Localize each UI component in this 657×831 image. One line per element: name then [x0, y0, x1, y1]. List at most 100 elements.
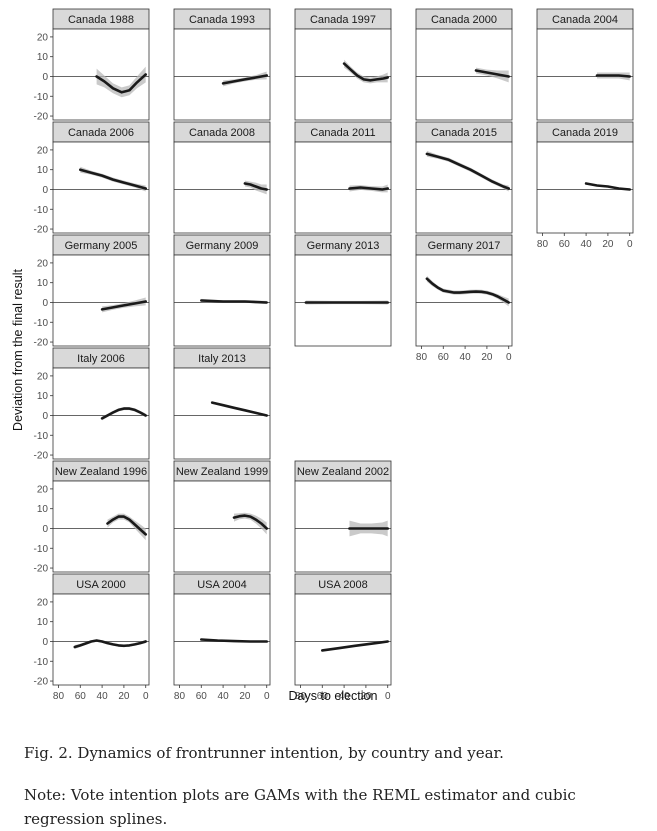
facet-label: Canada 2011 — [310, 127, 375, 139]
panel-canada-2004: Canada 2004 — [536, 8, 634, 121]
panel-frame — [294, 254, 392, 347]
facet-label: Canada 2006 — [68, 127, 134, 139]
gam-fit-line — [425, 277, 511, 304]
panel-canada-1988: Canada 1988 -20 -10 0 10 20 — [34, 8, 150, 123]
panel-frame — [173, 28, 271, 121]
gam-fit-line — [243, 182, 269, 191]
confidence-ribbon — [96, 66, 146, 98]
gam-fit-line — [474, 69, 511, 78]
x-tick-label: 40 — [460, 352, 472, 363]
x-tick-label: 0 — [264, 691, 270, 702]
x-tick-label: 0 — [627, 239, 633, 250]
panel-plot-area — [174, 180, 270, 195]
x-axis-title: Days to election — [289, 689, 378, 703]
facet-label: Germany 2009 — [186, 240, 259, 252]
panel-plot-area — [295, 59, 391, 84]
panel-frame — [52, 141, 150, 234]
x-tick-label: 40 — [218, 691, 230, 702]
x-tick-label: 20 — [360, 691, 372, 702]
y-tick-label: 10 — [37, 52, 49, 63]
gam-fit-line — [320, 640, 390, 652]
facet-label: Canada 1997 — [310, 14, 376, 26]
panel-plot-area — [295, 520, 391, 537]
panel-plot-area — [416, 275, 512, 307]
facet-label: Canada 1993 — [189, 14, 255, 26]
x-tick-label: 60 — [196, 691, 208, 702]
panel-plot-area — [295, 300, 391, 305]
panel-canada-2006: Canada 2006 -20 -10 0 10 20 — [34, 121, 150, 236]
panel-canada-2008: Canada 2008 — [173, 121, 271, 234]
chart-canvas: Canada 1988 -20 -10 0 10 20 Canada 1993 Canada … — [11, 8, 634, 703]
facet-label: New Zealand 2002 — [297, 466, 389, 478]
gam-fit-line — [342, 62, 390, 82]
x-tick-label: 80 — [174, 691, 186, 702]
facet-label: USA 2004 — [197, 579, 247, 591]
panel-germany-2013: Germany 2013 — [294, 234, 392, 347]
panel-frame — [294, 593, 392, 686]
panel-plot-area — [295, 184, 391, 193]
figure-caption: Fig. 2. Dynamics of frontrunner intentio… — [24, 744, 504, 762]
panel-frame — [52, 593, 150, 686]
panel-canada-2011: Canada 2011 — [294, 121, 392, 234]
y-tick-label: 10 — [37, 278, 49, 289]
panel-plot-area — [537, 182, 633, 191]
panel-plot-area — [174, 298, 270, 305]
panel-plot-area — [53, 639, 149, 649]
y-tick-label: 20 — [37, 484, 49, 495]
y-tick-label: -10 — [34, 318, 49, 329]
facet-label: USA 2000 — [76, 579, 126, 591]
gam-fit-line — [79, 168, 147, 190]
panel-canada-1993: Canada 1993 — [173, 8, 271, 121]
confidence-ribbon — [426, 150, 509, 192]
y-tick-label: 0 — [42, 298, 48, 309]
y-tick-label: 10 — [37, 391, 49, 402]
x-tick-label: 80 — [53, 691, 65, 702]
y-tick-label: -20 — [34, 451, 49, 462]
facet-label: Canada 2015 — [431, 127, 497, 139]
y-tick-label: -10 — [34, 657, 49, 668]
panel-new-zealand-1996: New Zealand 1996 -20 -10 0 10 20 — [34, 460, 150, 575]
panel-plot-area — [416, 150, 512, 192]
y-tick-label: 10 — [37, 504, 49, 515]
y-tick-label: -10 — [34, 205, 49, 216]
x-tick-label: 20 — [118, 691, 130, 702]
panel-plot-area — [174, 71, 270, 87]
gam-fit-line — [106, 515, 147, 536]
y-tick-label: -10 — [34, 92, 49, 103]
facet-label: Canada 2004 — [552, 14, 618, 26]
gam-fit-line — [200, 638, 269, 643]
facet-label: Canada 2000 — [431, 14, 497, 26]
gam-fit-line — [100, 407, 147, 420]
y-tick-label: -20 — [34, 338, 49, 349]
y-tick-label: 20 — [37, 145, 49, 156]
facet-label: Germany 2005 — [65, 240, 138, 252]
panel-germany-2009: Germany 2009 — [173, 234, 271, 347]
y-tick-label: -20 — [34, 225, 49, 236]
panel-plot-area — [174, 401, 270, 417]
y-tick-label: -20 — [34, 112, 49, 123]
x-tick-label: 40 — [97, 691, 109, 702]
y-tick-label: 0 — [42, 411, 48, 422]
panel-usa-2008: USA 2008 80 60 40 20 0 — [294, 573, 392, 702]
panel-frame — [415, 254, 513, 347]
x-tick-label: 40 — [581, 239, 593, 250]
faceted-line-chart: Canada 1988 -20 -10 0 10 20 Canada 1993 Canada … — [11, 8, 634, 703]
panel-new-zealand-1999: New Zealand 1999 — [173, 460, 271, 573]
confidence-ribbon — [107, 513, 146, 541]
x-tick-label: 20 — [602, 239, 614, 250]
panel-frame — [173, 480, 271, 573]
confidence-ribbon — [234, 512, 267, 535]
figure-note: Note: Vote intention plots are GAMs with… — [24, 786, 576, 828]
panel-plot-area — [174, 512, 270, 535]
y-tick-label: 20 — [37, 258, 49, 269]
facet-label: Canada 2019 — [552, 127, 618, 139]
facet-label: Italy 2013 — [198, 353, 246, 365]
facet-label: Canada 2008 — [189, 127, 255, 139]
facet-label: Germany 2017 — [428, 240, 501, 252]
gam-fit-line — [232, 514, 269, 530]
x-tick-label: 60 — [559, 239, 571, 250]
panel-plot-area — [174, 638, 270, 643]
panel-canada-1997: Canada 1997 — [294, 8, 392, 121]
gam-fit-line — [595, 74, 632, 78]
y-tick-label: 0 — [42, 72, 48, 83]
